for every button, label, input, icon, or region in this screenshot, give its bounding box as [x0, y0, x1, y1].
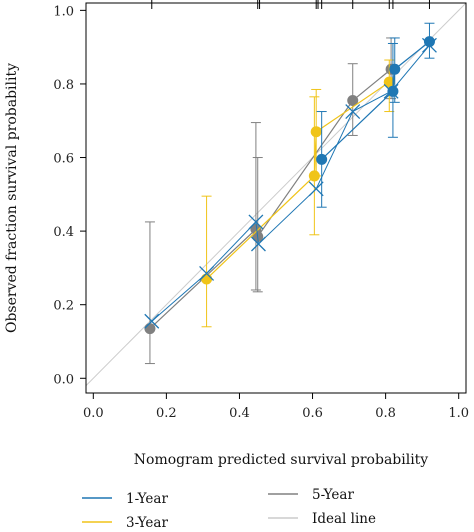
y-axis-label: Observed fraction survival probability	[4, 63, 20, 333]
data-point	[423, 36, 435, 48]
data-point	[144, 323, 156, 335]
x-axis-label: Nomogram predicted survival probability	[134, 452, 429, 468]
legend-item: Ideal line	[268, 511, 376, 527]
corrected-line	[151, 44, 430, 322]
data-point	[316, 153, 328, 165]
series-line	[149, 68, 392, 330]
data-point	[383, 76, 395, 88]
corrected-cross-mark	[308, 181, 324, 197]
x-tick-label: 0.4	[229, 406, 250, 421]
x-tick-label: 0.0	[83, 406, 104, 421]
legend-label: 1-Year	[126, 491, 168, 507]
legend-item: 5-Year	[268, 487, 354, 503]
top-rug-marks	[151, 0, 430, 9]
y-tick-label: 0.0	[53, 372, 74, 387]
corrected-cross-mark	[251, 236, 266, 252]
legend-label: Ideal line	[312, 511, 376, 527]
x-tick-label: 0.8	[375, 406, 396, 421]
series-5-year	[144, 37, 397, 365]
data-point	[347, 95, 359, 106]
y-tick-label: 1.0	[53, 4, 74, 19]
x-tick-label: 0.6	[302, 406, 323, 421]
legend-item: 1-Year	[82, 491, 168, 507]
y-axis: 0.0 0.2 0.4 0.6 0.8 1.0	[53, 4, 86, 387]
series-layer	[144, 22, 437, 365]
data-point	[387, 85, 399, 97]
corrected-cross-mark	[345, 104, 361, 119]
data-point	[201, 273, 213, 285]
y-tick-label: 0.4	[53, 225, 74, 240]
legend: 1-Year 3-Year 5-Year Ideal line	[82, 487, 376, 531]
x-tick-label: 0.2	[156, 406, 177, 421]
legend-label: 3-Year	[126, 515, 168, 531]
ideal-line	[86, 3, 466, 387]
y-tick-label: 0.8	[53, 78, 74, 93]
x-axis: 0.0 0.2 0.4 0.6 0.8 1.0	[83, 393, 469, 421]
series-1-year	[144, 22, 437, 329]
legend-item: 3-Year	[82, 515, 168, 531]
y-tick-label: 0.6	[53, 152, 74, 167]
data-point	[389, 63, 401, 75]
plot-frame	[85, 2, 467, 394]
y-tick-label: 0.2	[53, 299, 74, 314]
data-point	[310, 126, 322, 138]
series-line	[206, 81, 390, 280]
legend-label: 5-Year	[312, 487, 354, 503]
corrected-cross-mark	[144, 313, 160, 329]
data-point	[308, 170, 320, 182]
x-tick-label: 1.0	[448, 406, 469, 421]
corrected-cross-mark	[199, 265, 215, 281]
plot-area	[86, 3, 466, 387]
series-3-year	[201, 59, 395, 328]
corrected-cross-mark	[248, 214, 264, 230]
series-line	[321, 41, 430, 160]
ideal-line-layer	[86, 3, 466, 387]
